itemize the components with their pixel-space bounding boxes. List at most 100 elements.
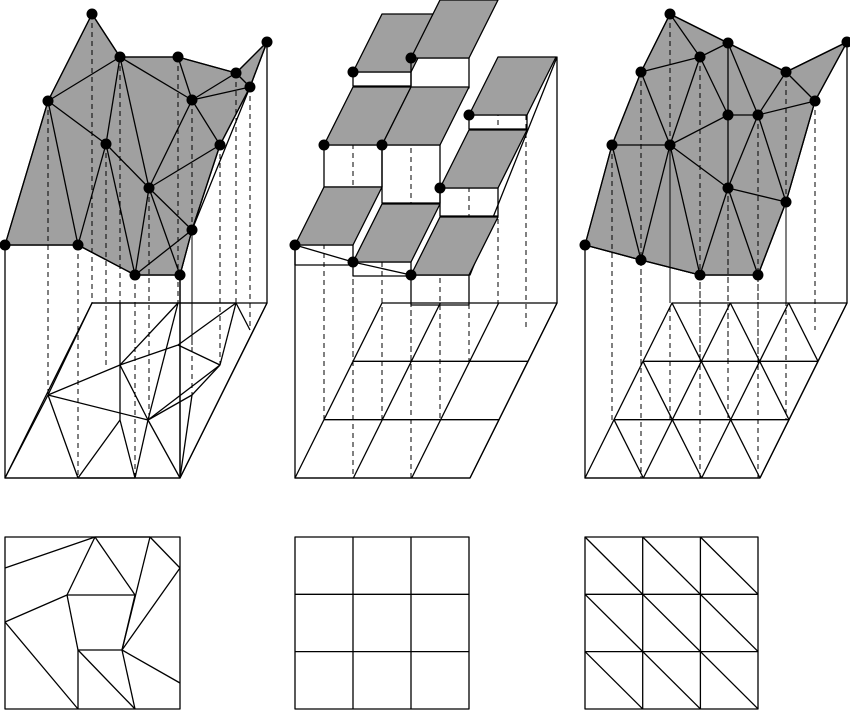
tin-edge-projected	[191, 364, 221, 396]
diag-line	[671, 419, 703, 479]
sample-point	[606, 139, 618, 151]
tin-edge-projected	[147, 394, 193, 421]
triangulation-edge	[727, 42, 759, 116]
tin-edge	[105, 143, 150, 189]
tin-edge	[219, 86, 251, 146]
plan-diag-line	[699, 593, 759, 653]
tin-edge	[148, 99, 193, 189]
regular-triangulation-panel	[579, 8, 850, 710]
sample-point	[244, 81, 256, 93]
grid-panel	[289, 0, 558, 710]
triangulation-edge	[669, 144, 729, 189]
triangulation-edge	[785, 100, 816, 203]
triangulation-edge	[727, 42, 787, 73]
triangulation-edge	[640, 259, 701, 276]
tin-plan-edge	[4, 621, 79, 710]
tin-edge	[179, 229, 193, 276]
triangulation-edge	[669, 13, 701, 58]
sample-point	[635, 66, 647, 78]
grid-cell-surface	[381, 86, 470, 146]
sample-point	[664, 139, 676, 151]
plan-diag-line	[699, 651, 759, 710]
triangulation-edge	[757, 201, 787, 276]
sample-point	[172, 51, 184, 63]
tin-edge-projected	[235, 302, 251, 331]
tin-edge	[105, 143, 136, 276]
sample-point	[86, 8, 98, 20]
sample-point	[347, 256, 359, 268]
tin-edge-projected	[179, 394, 193, 479]
base-parallelogram	[294, 302, 558, 479]
tin-edge-projected	[47, 394, 149, 421]
sample-point	[463, 109, 475, 121]
sample-point	[722, 37, 734, 49]
tin-plan-edge	[66, 536, 96, 596]
grid-cell-surface	[294, 186, 383, 246]
diag-line	[729, 302, 761, 362]
triangulation-edge	[611, 144, 642, 261]
triangulation-edge	[757, 71, 787, 116]
triangulation-edge	[640, 144, 671, 261]
tin-edge	[177, 56, 193, 101]
triangulation-edge	[785, 71, 816, 102]
diag-line	[671, 302, 702, 362]
triangulation-edge	[584, 144, 613, 246]
tin-edge-projected	[177, 344, 221, 366]
grid-cell-surface	[468, 56, 557, 116]
tin-edge	[191, 86, 251, 101]
sample-point	[289, 239, 301, 251]
sample-point	[186, 224, 198, 236]
plan-diag-line	[642, 536, 701, 595]
grid-cell-surface	[439, 129, 528, 189]
sample-point	[318, 139, 330, 151]
sample-point	[841, 36, 850, 48]
tin-edge	[47, 100, 107, 145]
tin-edge	[148, 187, 181, 276]
plan-diag-line	[642, 593, 701, 653]
triangulation-edge	[640, 13, 671, 73]
sample-point	[186, 94, 198, 106]
sample-point	[261, 36, 273, 48]
tin-edge	[47, 13, 93, 102]
triangulation-edge	[757, 114, 787, 203]
sample-point	[143, 182, 155, 194]
triangulation-edge	[727, 187, 759, 276]
triangulation-edge	[640, 56, 701, 73]
tin-plan-edge	[4, 594, 68, 623]
sample-point	[42, 95, 54, 107]
diag-line	[642, 361, 673, 420]
tin-edge	[77, 143, 107, 246]
sample-point	[129, 269, 141, 281]
triangulation-edge	[669, 144, 701, 276]
sample-point	[752, 109, 764, 121]
cell-wall	[352, 71, 412, 87]
grid-line	[411, 302, 500, 479]
sample-point	[722, 109, 734, 121]
tin-plan-edge	[121, 649, 181, 684]
base-parallelogram	[4, 302, 268, 479]
tin-edge	[47, 56, 121, 102]
tin-edge-projected	[119, 419, 136, 479]
triangulation-edge	[699, 187, 729, 276]
triangulation-edge	[814, 41, 848, 102]
sample-point	[347, 66, 359, 78]
sample-point	[752, 269, 764, 281]
cell-wall	[439, 187, 499, 217]
tin-plan-edge	[66, 594, 79, 651]
tin-edge-projected	[77, 419, 121, 479]
tin-edge-projected	[119, 364, 149, 421]
triangulation-edge	[640, 71, 671, 146]
tin-edge-projected	[47, 394, 79, 479]
tin-plan-edge	[121, 567, 181, 651]
tin-plan-edge	[94, 536, 136, 596]
sample-point	[434, 182, 446, 194]
sample-point	[780, 66, 792, 78]
tin-edge	[134, 229, 193, 276]
diag-line	[700, 361, 732, 420]
tin-edge	[119, 56, 193, 101]
triangulation-edge	[757, 100, 816, 116]
tin-edge-projected	[147, 419, 181, 479]
terrain-surface	[4, 13, 268, 276]
tin-plan-edge	[77, 649, 136, 710]
plan-diag-line	[584, 593, 644, 653]
